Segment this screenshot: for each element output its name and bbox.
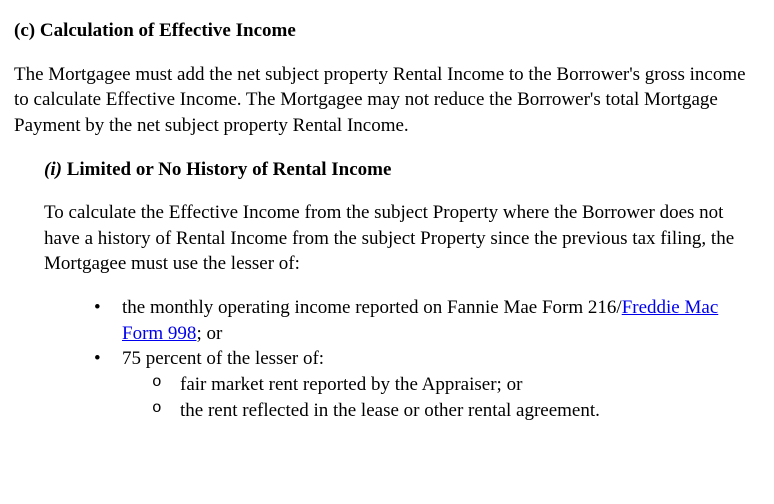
bullet-text-suffix: ; or [196, 323, 222, 344]
sub-bullet-list: fair market rent reported by the Apprais… [122, 372, 760, 423]
sub-list-item: fair market rent reported by the Apprais… [152, 372, 760, 398]
list-item: 75 percent of the lesser of: fair market… [94, 346, 760, 423]
section-heading: (c) Calculation of Effective Income [14, 18, 760, 44]
sub-bullet-text: the rent reflected in the lease or other… [180, 400, 600, 421]
bullet-text-prefix: the monthly operating income reported on… [122, 297, 622, 318]
intro-paragraph: The Mortgagee must add the net subject p… [14, 62, 760, 139]
subsection-intro: To calculate the Effective Income from t… [44, 200, 760, 277]
sub-list-item: the rent reflected in the lease or other… [152, 398, 760, 424]
list-item: the monthly operating income reported on… [94, 295, 760, 346]
subsection-title: Limited or No History of Rental Income [67, 159, 392, 180]
section-title: Calculation of Effective Income [40, 20, 296, 41]
section-marker: (c) [14, 20, 35, 41]
subsection: (i) Limited or No History of Rental Inco… [14, 157, 760, 424]
subsection-heading: (i) Limited or No History of Rental Inco… [44, 157, 760, 183]
sub-bullet-text: fair market rent reported by the Apprais… [180, 374, 522, 395]
bullet-list: the monthly operating income reported on… [44, 295, 760, 423]
subsection-marker: (i) [44, 159, 62, 180]
bullet-text: 75 percent of the lesser of: [122, 348, 324, 369]
